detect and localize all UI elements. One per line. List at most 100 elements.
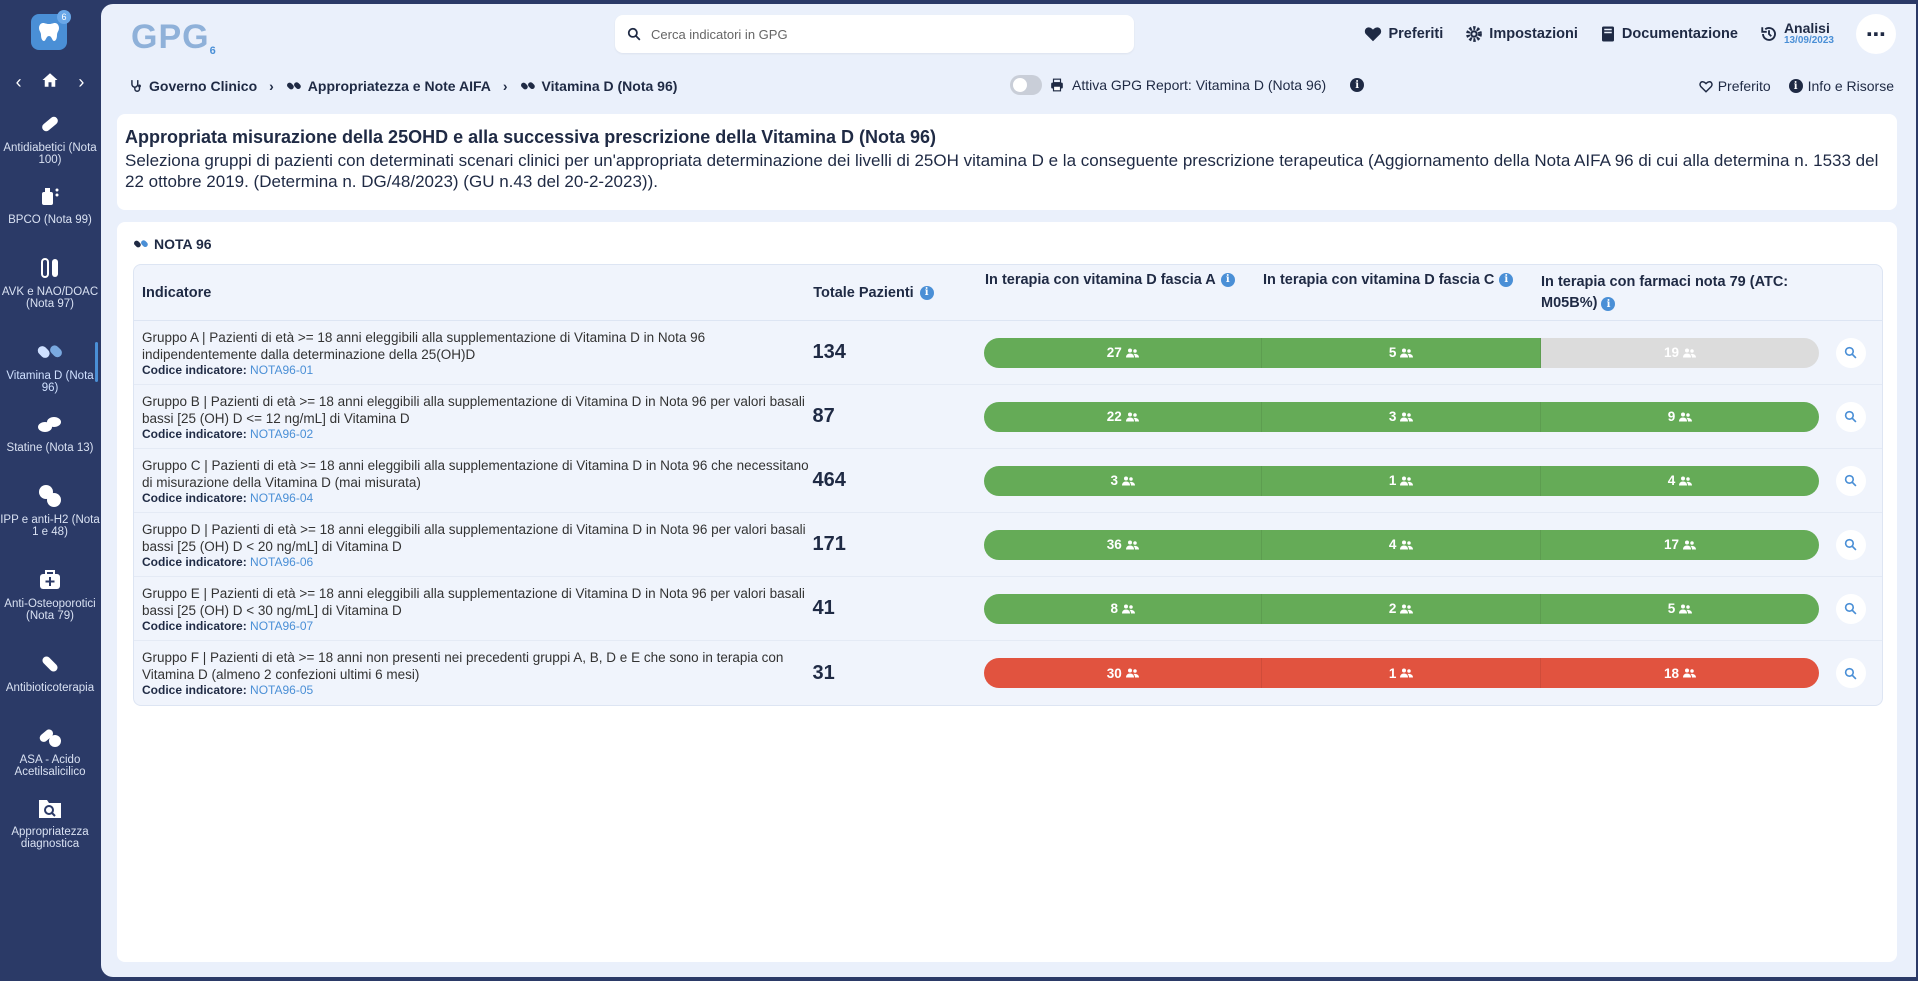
bar-segment-fascia-c[interactable]: 4: [1262, 529, 1541, 560]
sidebar-item-ipp[interactable]: IPP e anti-H2 (Nota 1 e 48): [0, 482, 100, 566]
info-risorse-button[interactable]: i Info e Risorse: [1788, 78, 1894, 94]
breadcrumb-vitamina-d[interactable]: Vitamina D (Nota 96): [520, 78, 677, 94]
indicator-code-value[interactable]: NOTA96-06: [250, 554, 314, 569]
bar-segment-nota79[interactable]: 18: [1540, 658, 1820, 688]
pills-pair-icon: [36, 722, 64, 750]
indicator-code-value[interactable]: NOTA96-02: [250, 426, 314, 441]
table-row[interactable]: Gruppo B | Pazienti di età >= 18 anni el…: [134, 385, 1882, 449]
info-icon[interactable]: i: [1350, 78, 1365, 92]
analisi-button[interactable]: Analisi 13/09/2023: [1760, 21, 1834, 46]
back-icon[interactable]: ‹: [15, 71, 22, 92]
zoom-button[interactable]: [1835, 465, 1866, 496]
table-row[interactable]: Gruppo C | Pazienti di età >= 18 anni el…: [134, 449, 1882, 513]
indicator-code-value[interactable]: NOTA96-07: [250, 618, 314, 633]
header-totale[interactable]: Totale Pazienti i: [813, 285, 985, 301]
sidebar-item-vitamina-d[interactable]: Vitamina D (Nota 96): [0, 338, 100, 410]
sidebar-item-label: Appropriatezza diagnostica: [11, 826, 89, 850]
search-icon: [1844, 474, 1857, 487]
bar-segment-fascia-a[interactable]: 3: [984, 465, 1263, 496]
bar-segment-fascia-a[interactable]: 22: [984, 401, 1263, 432]
bar-segment-value: 27: [1106, 345, 1122, 360]
action-cell: [1819, 593, 1882, 624]
bar-segment-value: 19: [1663, 345, 1679, 360]
medkit-icon: [36, 566, 64, 594]
zoom-button[interactable]: [1835, 401, 1866, 432]
sidebar-item-label: BPCO (Nota 99): [8, 214, 92, 226]
more-icon[interactable]: ⋯: [1856, 14, 1896, 54]
bar-segment-fascia-c[interactable]: 1: [1262, 465, 1541, 496]
sidebar-item-antidiabetici[interactable]: Antidiabetici (Nota 100): [0, 110, 100, 182]
sidebar-item-bpco[interactable]: BPCO (Nota 99): [0, 182, 100, 254]
table-row[interactable]: Gruppo A | Pazienti di età >= 18 anni el…: [134, 321, 1882, 385]
users-icon: [1125, 412, 1139, 421]
zoom-button[interactable]: [1835, 593, 1866, 624]
info-icon[interactable]: i: [1220, 272, 1235, 287]
bar-segment-fascia-c[interactable]: 1: [1262, 658, 1541, 688]
bar-segment-nota79[interactable]: 5: [1540, 593, 1820, 624]
action-cell: [1819, 465, 1882, 496]
forward-icon[interactable]: ›: [78, 71, 85, 92]
breadcrumb-governo-clinico[interactable]: Governo Clinico: [129, 78, 257, 94]
bar-segment-fascia-a[interactable]: 27: [984, 337, 1263, 368]
sidebar-item-label: Statine (Nota 13): [6, 442, 94, 454]
bar-segment-nota79[interactable]: 4: [1540, 465, 1820, 496]
sidebar-item-statine[interactable]: Statine (Nota 13): [0, 410, 100, 482]
table-row[interactable]: Gruppo D | Pazienti di età >= 18 anni el…: [134, 513, 1882, 577]
search-input[interactable]: [651, 26, 1091, 42]
home-icon[interactable]: [41, 71, 59, 94]
bar-segment-nota79[interactable]: 19: [1540, 337, 1820, 368]
bar-segment-fascia-c[interactable]: 5: [1262, 337, 1541, 368]
bar-segment-value: 8: [1110, 601, 1119, 616]
table-row[interactable]: Gruppo F | Pazienti di età >= 18 anni no…: [134, 641, 1882, 705]
zoom-button[interactable]: [1835, 658, 1866, 688]
preferiti-label: Preferiti: [1388, 26, 1444, 42]
zoom-button[interactable]: [1835, 529, 1866, 560]
page-description: Seleziona gruppi di pazienti con determi…: [125, 151, 1879, 191]
bar-segment-fascia-c[interactable]: 2: [1262, 593, 1541, 624]
info-icon[interactable]: i: [1601, 297, 1616, 311]
sidebar-item-appropriatezza-diagnostica[interactable]: Appropriatezza diagnostica: [0, 794, 100, 866]
chevron-right-icon: ›: [502, 78, 508, 94]
bar-segment-value: 3: [1110, 473, 1119, 488]
bar-segment-value: 30: [1106, 665, 1122, 681]
top-actions: Preferiti Impostazioni Documentazione An…: [1364, 14, 1896, 54]
bar-segment-fascia-c[interactable]: 3: [1262, 401, 1541, 432]
header-nota79[interactable]: In terapia con farmaci nota 79 (ATC: M05…: [1541, 274, 1788, 311]
sidebar-item-label: IPP e anti-H2 (Nota 1 e 48): [0, 514, 100, 538]
gpg-logo[interactable]: GPG6: [131, 18, 217, 57]
breadcrumb-appropriatezza[interactable]: Appropriatezza e Note AIFA: [286, 78, 491, 94]
preferiti-button[interactable]: Preferiti: [1364, 26, 1443, 42]
total-cell: 134: [813, 341, 985, 364]
info-icon[interactable]: i: [1499, 272, 1514, 287]
sidebar-item-antibioticoterapia[interactable]: Antibioticoterapia: [0, 650, 100, 722]
indicator-code-value[interactable]: NOTA96-05: [250, 683, 314, 697]
users-icon: [1682, 668, 1696, 678]
bar-segment-fascia-a[interactable]: 30: [984, 658, 1263, 688]
indicator-cell: Gruppo D | Pazienti di età >= 18 anni el…: [134, 521, 813, 569]
bar-segment-nota79[interactable]: 9: [1540, 401, 1820, 432]
table-row[interactable]: Gruppo E | Pazienti di età >= 18 anni el…: [134, 577, 1882, 641]
bar-segment-fascia-a[interactable]: 36: [984, 529, 1263, 560]
sidebar-item-avk[interactable]: AVK e NAO/DOAC (Nota 97): [0, 254, 100, 338]
header-fascia-a[interactable]: In terapia con vitamina D fascia A i: [985, 272, 1235, 288]
header-fascia-c[interactable]: In terapia con vitamina D fascia C i: [1263, 272, 1514, 288]
bar-segment-value: 1: [1388, 665, 1397, 681]
indicator-code-value[interactable]: NOTA96-01: [250, 362, 314, 377]
bar-segment-fascia-a[interactable]: 8: [984, 593, 1263, 624]
logo-badge: 6: [57, 10, 71, 24]
bar-segment-nota79[interactable]: 17: [1540, 529, 1820, 560]
indicators-card: NOTA 96 Indicatore Totale Pazienti i In …: [117, 222, 1897, 962]
impostazioni-button[interactable]: Impostazioni: [1465, 25, 1578, 43]
sidebar-item-anti-osteoporotici[interactable]: Anti-Osteoporotici (Nota 79): [0, 566, 100, 650]
documentazione-button[interactable]: Documentazione: [1600, 25, 1738, 43]
app-logo[interactable]: 6: [31, 10, 71, 50]
sidebar-item-asa[interactable]: ASA - Acido Acetilsalicilico: [0, 722, 100, 794]
report-toggle[interactable]: [1010, 75, 1042, 95]
total-value: 171: [812, 533, 846, 555]
zoom-button[interactable]: [1835, 337, 1866, 368]
info-icon[interactable]: i: [919, 285, 934, 300]
users-icon: [1679, 476, 1693, 485]
preferito-button[interactable]: Preferito: [1699, 78, 1771, 94]
indicator-code-value[interactable]: NOTA96-04: [250, 490, 314, 505]
users-icon: [1122, 604, 1136, 613]
